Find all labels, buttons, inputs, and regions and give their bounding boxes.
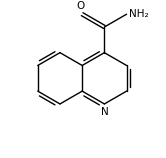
- Text: N: N: [101, 107, 109, 117]
- Text: O: O: [77, 1, 85, 11]
- Text: NH₂: NH₂: [129, 9, 149, 19]
